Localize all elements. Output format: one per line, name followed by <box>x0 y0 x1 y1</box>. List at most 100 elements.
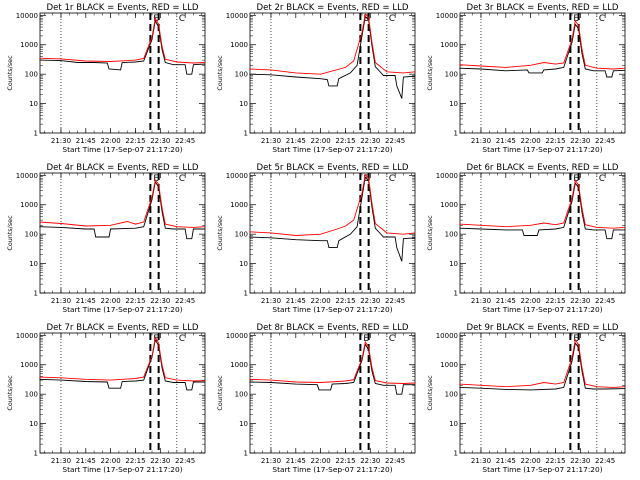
x-axis-label: Start Time (17-Sep-07 21:17:20) <box>272 305 392 314</box>
x-tick-label: 22:15 <box>545 137 565 145</box>
y-tick-label: 100 <box>445 391 458 399</box>
x-axis-label: Start Time (17-Sep-07 21:17:20) <box>62 465 182 474</box>
y-tick-label: 10 <box>239 420 248 428</box>
x-tick-label: 21:45 <box>286 137 306 145</box>
panel-title: Det 6r BLACK = Events, RED = LLD <box>466 163 618 173</box>
corner-label: E <box>363 174 368 184</box>
x-tick-label: 21:30 <box>51 297 71 305</box>
y-tick-label: 1 <box>34 290 38 298</box>
x-tick-label: 22:45 <box>595 457 615 465</box>
y-tick-label: 1000 <box>20 201 38 209</box>
x-tick-label: 22:15 <box>125 457 145 465</box>
x-tick-label: 22:15 <box>335 297 355 305</box>
y-tick-label: 100 <box>25 231 38 239</box>
x-axis-label: Start Time (17-Sep-07 21:17:20) <box>482 145 602 154</box>
corner-label: C <box>389 14 395 24</box>
lld-series-line <box>459 19 626 70</box>
y-tick-label: 10 <box>239 260 248 268</box>
y-tick-label: 1000 <box>230 361 248 369</box>
axes-frame <box>39 12 206 134</box>
panel-title: Det 9r BLACK = Events, RED = LLD <box>466 323 618 333</box>
axes-frame <box>459 12 626 134</box>
y-axis-label: Counts/sec <box>6 215 14 251</box>
y-tick-label: 1000 <box>230 201 248 209</box>
x-tick-label: 22:30 <box>570 457 590 465</box>
y-tick-label: 10 <box>449 100 458 108</box>
x-tick-label: 21:45 <box>286 457 306 465</box>
panel-title: Det 4r BLACK = Events, RED = LLD <box>46 163 198 173</box>
x-tick-label: 21:30 <box>471 297 491 305</box>
x-axis-label: Start Time (17-Sep-07 21:17:20) <box>272 145 392 154</box>
x-tick-label: 22:00 <box>521 457 541 465</box>
panel-det-7: Det 7r BLACK = Events, RED = LLD 1 10 100 10… <box>6 323 206 474</box>
y-tick-label: 1 <box>244 130 248 138</box>
x-tick-label: 21:45 <box>496 457 516 465</box>
x-tick-label: 22:45 <box>175 137 195 145</box>
corner-label: E <box>153 174 158 184</box>
corner-label: C <box>179 14 185 24</box>
panel-det-2: Det 2r BLACK = Events, RED = LLD 1 10 100 10… <box>216 3 416 154</box>
y-tick-label: 1000 <box>230 41 248 49</box>
y-tick-label: 10000 <box>16 12 38 20</box>
corner-label: E <box>363 334 368 344</box>
events-series-line <box>249 15 416 99</box>
x-tick-label: 21:45 <box>76 297 96 305</box>
x-tick-label: 22:45 <box>385 297 405 305</box>
x-tick-label: 22:15 <box>545 457 565 465</box>
lld-series-line <box>39 16 206 64</box>
x-tick-label: 22:30 <box>360 297 380 305</box>
panel-title: Det 1r BLACK = Events, RED = LLD <box>46 3 198 13</box>
x-tick-label: 21:45 <box>76 137 96 145</box>
corner-label: C <box>599 14 605 24</box>
corner-label: E <box>573 14 578 24</box>
x-tick-label: 22:45 <box>595 297 615 305</box>
panel-title: Det 8r BLACK = Events, RED = LLD <box>256 323 408 333</box>
y-tick-label: 10 <box>239 100 248 108</box>
lld-series-line <box>459 338 626 388</box>
y-tick-label: 10000 <box>16 332 38 340</box>
corner-label: C <box>179 334 185 344</box>
y-tick-label: 10000 <box>226 332 248 340</box>
y-tick-label: 100 <box>445 71 458 79</box>
y-tick-label: 10000 <box>226 172 248 180</box>
x-tick-label: 21:45 <box>496 297 516 305</box>
x-tick-label: 21:30 <box>471 457 491 465</box>
panel-det-9: Det 9r BLACK = Events, RED = LLD 1 10 100 10… <box>426 323 626 474</box>
y-axis-label: Counts/sec <box>216 55 224 91</box>
y-axis-label: Counts/sec <box>426 375 434 411</box>
x-tick-label: 21:30 <box>471 137 491 145</box>
lld-series-line <box>249 340 416 384</box>
lld-series-line <box>39 178 206 228</box>
y-tick-label: 10000 <box>16 172 38 180</box>
lld-series-line <box>249 13 416 75</box>
x-tick-label: 22:00 <box>101 297 121 305</box>
x-tick-label: 22:45 <box>595 137 615 145</box>
y-tick-label: 10000 <box>436 172 458 180</box>
x-tick-label: 22:30 <box>150 297 170 305</box>
x-axis-label: Start Time (17-Sep-07 21:17:20) <box>62 145 182 154</box>
x-tick-label: 22:45 <box>175 297 195 305</box>
events-series-line <box>459 23 626 78</box>
events-series-line <box>39 338 205 391</box>
y-axis-label: Counts/sec <box>6 55 14 91</box>
y-tick-label: 10 <box>29 420 38 428</box>
x-tick-label: 21:30 <box>51 137 71 145</box>
axes-frame <box>459 332 626 454</box>
lld-series-line <box>249 173 416 236</box>
y-tick-label: 10 <box>449 420 458 428</box>
x-tick-label: 22:00 <box>101 457 121 465</box>
corner-label: C <box>389 174 395 184</box>
y-tick-label: 1000 <box>20 361 38 369</box>
y-axis-label: Counts/sec <box>426 55 434 91</box>
x-tick-label: 22:00 <box>521 137 541 145</box>
x-axis-label: Start Time (17-Sep-07 21:17:20) <box>62 305 182 314</box>
x-tick-label: 22:15 <box>335 457 355 465</box>
x-tick-label: 21:30 <box>261 457 281 465</box>
axes-frame <box>459 172 626 294</box>
x-tick-label: 22:45 <box>175 457 195 465</box>
y-tick-label: 1 <box>34 130 38 138</box>
y-tick-label: 1 <box>244 450 248 458</box>
y-tick-label: 100 <box>25 71 38 79</box>
y-tick-label: 10 <box>449 260 458 268</box>
